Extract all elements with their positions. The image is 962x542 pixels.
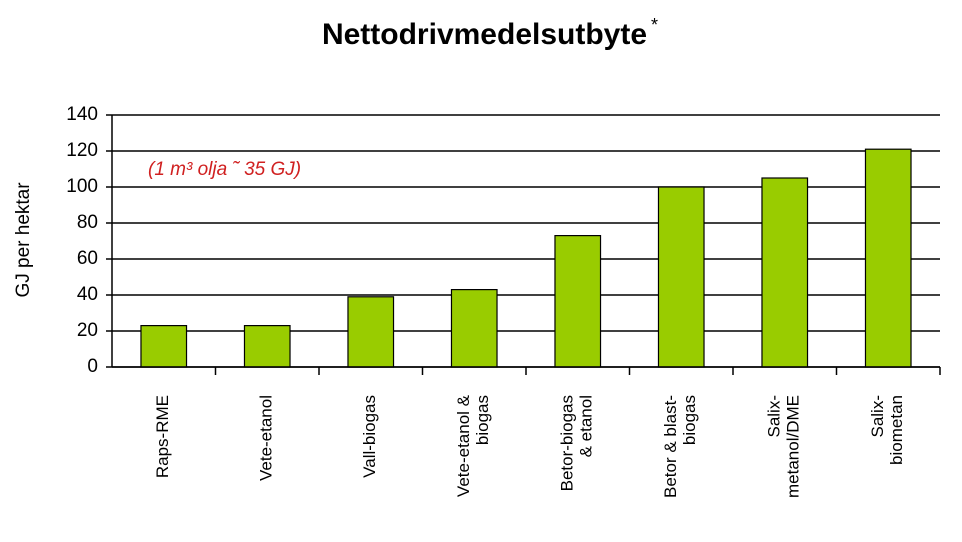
annotation: (1 m³ olja ˜ 35 GJ) bbox=[148, 159, 301, 180]
bar bbox=[140, 325, 188, 368]
x-tick-label: Betor-biogas bbox=[558, 395, 577, 491]
y-tick-label: 100 bbox=[66, 176, 98, 197]
x-tick-label: Vete-etanol bbox=[257, 395, 276, 481]
bar bbox=[864, 148, 912, 368]
bar bbox=[761, 177, 809, 368]
x-tick-label: Salix- bbox=[765, 395, 784, 438]
x-tick-label: Raps-RME bbox=[153, 395, 172, 478]
y-tick-label: 20 bbox=[77, 320, 98, 341]
x-tick-label: biogas bbox=[680, 395, 699, 445]
x-tick-label: Salix- bbox=[868, 395, 887, 438]
y-tick-label: 80 bbox=[77, 212, 98, 233]
x-tick-label: Vall-biogas bbox=[360, 395, 379, 478]
chart-title: Nettodrivmedelsutbyte * bbox=[322, 15, 658, 51]
bar bbox=[450, 289, 498, 368]
bar bbox=[347, 296, 395, 368]
y-tick-label: 0 bbox=[87, 356, 98, 377]
title-note: * bbox=[651, 15, 658, 35]
x-tick-label: biogas bbox=[473, 395, 492, 445]
x-tick-label: biometan bbox=[887, 395, 906, 465]
y-tick-label: 120 bbox=[66, 140, 98, 161]
x-tick-label: metanol/DME bbox=[784, 395, 803, 498]
y-axis-label: GJ per hektar bbox=[13, 182, 34, 298]
y-tick-label: 60 bbox=[77, 248, 98, 269]
bar bbox=[657, 186, 705, 368]
title-text: Nettodrivmedelsutbyte bbox=[322, 18, 647, 51]
bar bbox=[554, 235, 602, 368]
y-tick-label: 140 bbox=[66, 104, 98, 125]
x-tick-label: Betor & blast- bbox=[661, 395, 680, 498]
x-tick-label: Vete-etanol & bbox=[454, 394, 473, 497]
bar bbox=[243, 325, 291, 368]
y-tick-label: 40 bbox=[77, 284, 98, 305]
x-tick-label: & etanol bbox=[577, 395, 596, 457]
